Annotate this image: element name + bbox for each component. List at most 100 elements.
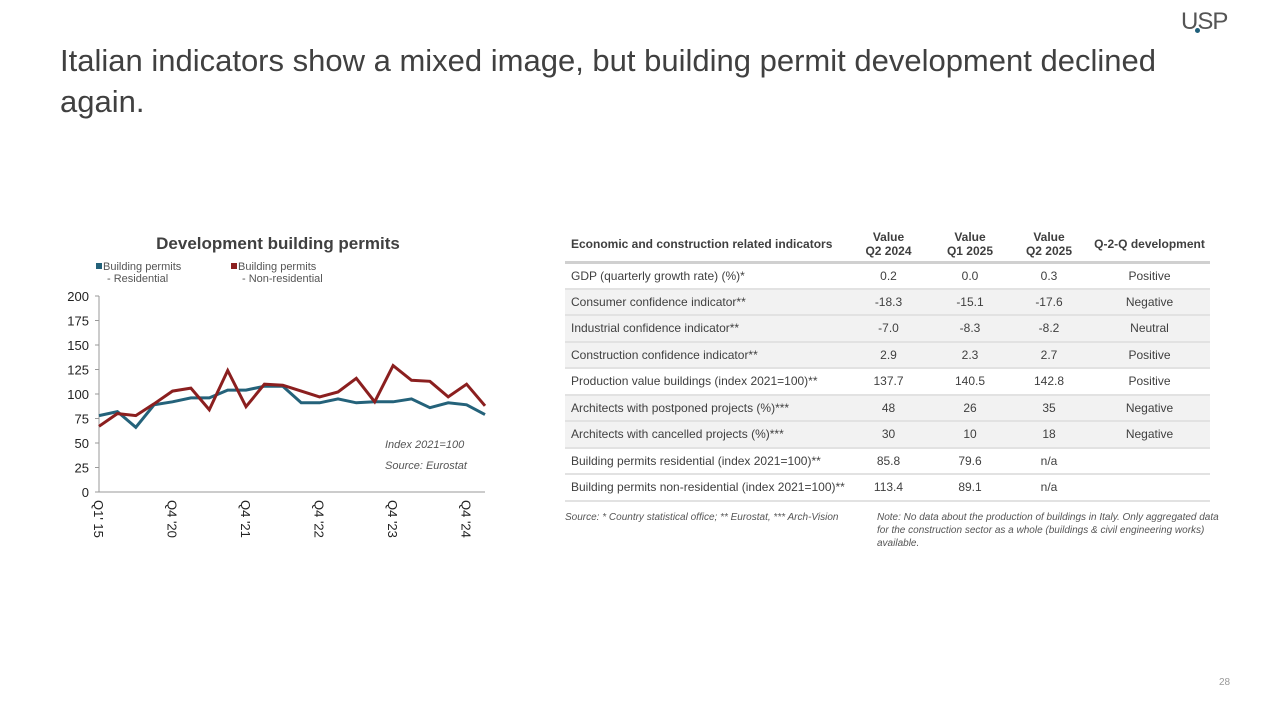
table-cell: Positive bbox=[1089, 341, 1210, 369]
table-cell: 2.9 bbox=[846, 341, 931, 369]
column-header-text: Value bbox=[872, 230, 905, 245]
table-cell bbox=[1089, 447, 1210, 475]
table-row: Industrial confidence indicator** -7.0 -8.… bbox=[565, 315, 1210, 343]
x-tick-label: Q4 '22 bbox=[312, 500, 327, 538]
table-cell: 0.3 bbox=[1009, 262, 1089, 290]
table-cell: -17.6 bbox=[1009, 288, 1089, 316]
x-tick-label: Q4 '21 bbox=[238, 500, 253, 538]
logo-dot bbox=[1195, 28, 1200, 33]
x-tick-label: Q1' 15 bbox=[91, 500, 106, 538]
table-cell: Construction confidence indicator** bbox=[565, 341, 846, 369]
legend-label-line1: Building permits bbox=[238, 261, 317, 273]
column-header: Value Q1 2025 bbox=[931, 228, 1009, 264]
table-cell: 142.8 bbox=[1009, 368, 1089, 396]
table-cell: Building permits residential (index 2021… bbox=[565, 447, 846, 475]
y-tick-label: 100 bbox=[67, 387, 89, 402]
table-cell: 0.0 bbox=[931, 262, 1009, 290]
table-cell: -8.2 bbox=[1009, 315, 1089, 343]
table-cell: 26 bbox=[931, 394, 1009, 422]
y-tick-label: 75 bbox=[75, 412, 89, 427]
table-cell: Production value buildings (index 2021=1… bbox=[565, 368, 846, 396]
y-tick-label: 125 bbox=[67, 363, 89, 378]
column-header-text: Q-2-Q development bbox=[1094, 237, 1205, 252]
table-cell: Consumer confidence indicator** bbox=[565, 288, 846, 316]
column-header-text: Q1 2025 bbox=[946, 244, 994, 259]
table-cell: -8.3 bbox=[931, 315, 1009, 343]
table-cell: 137.7 bbox=[846, 368, 931, 396]
table-cell: 140.5 bbox=[931, 368, 1009, 396]
table-row: Architects with cancelled projects (%)**… bbox=[565, 421, 1210, 449]
table-cell: 18 bbox=[1009, 421, 1089, 449]
source-annotation: Source: Eurostat bbox=[385, 460, 468, 472]
logo-text: USP bbox=[1181, 8, 1228, 35]
page-title: Italian indicators show a mixed image, b… bbox=[60, 43, 1156, 119]
table-cell: GDP (quarterly growth rate) (%)* bbox=[565, 262, 846, 290]
table-cell: n/a bbox=[1009, 447, 1089, 475]
table-cell: 35 bbox=[1009, 394, 1089, 422]
table-cell: 2.3 bbox=[931, 341, 1009, 369]
indicators-table: Economic and construction related indica… bbox=[565, 228, 1210, 502]
table-source: Source: * Country statistical office; **… bbox=[565, 512, 839, 523]
table-cell: 10 bbox=[931, 421, 1009, 449]
table-cell: Architects with postponed projects (%)**… bbox=[565, 394, 846, 422]
x-tick-label: Q4 '20 bbox=[165, 500, 180, 538]
table-cell: 85.8 bbox=[846, 447, 931, 475]
index-annotation: Index 2021=100 bbox=[385, 439, 465, 451]
table-row: Building permits non-residential (index … bbox=[565, 474, 1210, 502]
legend-label-line2: - Residential bbox=[107, 273, 168, 285]
table-cell: 89.1 bbox=[931, 474, 1009, 502]
y-tick-label: 50 bbox=[75, 436, 89, 451]
table-cell: Positive bbox=[1089, 368, 1210, 396]
legend-swatch bbox=[96, 263, 102, 269]
legend-label-line1: Building permits bbox=[103, 261, 182, 273]
table-cell: 48 bbox=[846, 394, 931, 422]
table-cell: 79.6 bbox=[931, 447, 1009, 475]
table-cell: Neutral bbox=[1089, 315, 1210, 343]
column-header-text: Q2 2025 bbox=[1025, 244, 1073, 259]
y-tick-label: 200 bbox=[67, 289, 89, 304]
table-cell: Building permits non-residential (index … bbox=[565, 474, 846, 502]
column-header: Value Q2 2024 bbox=[846, 228, 931, 264]
table-cell: -15.1 bbox=[931, 288, 1009, 316]
table-cell: 113.4 bbox=[846, 474, 931, 502]
column-header-text: Value bbox=[954, 230, 986, 245]
table-header-row: Economic and construction related indica… bbox=[565, 228, 1210, 264]
series-line-non-residential bbox=[98, 363, 487, 428]
table-cell: Negative bbox=[1089, 421, 1210, 449]
column-header-text: Q2 2024 bbox=[865, 244, 912, 259]
usp-logo: USP bbox=[1181, 8, 1228, 36]
y-tick-label: 150 bbox=[67, 338, 89, 353]
column-header-text: Economic and construction related indica… bbox=[571, 237, 833, 252]
table-note: Note: No data about the production of bu… bbox=[877, 512, 1219, 549]
column-header-text: Value bbox=[1033, 230, 1065, 245]
y-tick-label: 25 bbox=[75, 461, 89, 476]
legend-label-line2: - Non-residential bbox=[242, 273, 323, 285]
table-cell bbox=[1089, 474, 1210, 502]
table-cell: Negative bbox=[1089, 288, 1210, 316]
table-cell: Negative bbox=[1089, 394, 1210, 422]
table-cell: Architects with cancelled projects (%)**… bbox=[565, 421, 846, 449]
column-header: Economic and construction related indica… bbox=[565, 228, 846, 264]
y-tick-label: 175 bbox=[67, 314, 89, 329]
column-header: Value Q2 2025 bbox=[1009, 228, 1089, 264]
table-cell: 0.2 bbox=[846, 262, 931, 290]
page-number: 28 bbox=[1219, 677, 1231, 688]
table-cell: n/a bbox=[1009, 474, 1089, 502]
table-row: Construction confidence indicator** 2.9 2.… bbox=[565, 341, 1210, 369]
series-line-residential bbox=[98, 384, 486, 430]
table-row: Production value buildings (index 2021=1… bbox=[565, 368, 1210, 396]
legend-swatch bbox=[231, 263, 237, 269]
table-cell: -7.0 bbox=[846, 315, 931, 343]
table-row: Consumer confidence indicator** -18.3 -15.… bbox=[565, 288, 1210, 316]
table-cell: -18.3 bbox=[846, 288, 931, 316]
table-row: Architects with postponed projects (%)**… bbox=[565, 394, 1210, 422]
chart-title: Development building permits bbox=[156, 234, 400, 253]
table-row: Building permits residential (index 2021… bbox=[565, 447, 1210, 475]
table-cell: 2.7 bbox=[1009, 341, 1089, 369]
x-tick-label: Q4 '23 bbox=[385, 500, 400, 538]
table-row: GDP (quarterly growth rate) (%)* 0.2 0.0 0.… bbox=[565, 262, 1210, 290]
y-tick-label: 0 bbox=[82, 485, 89, 500]
table-cell: 30 bbox=[846, 421, 931, 449]
table-cell: Industrial confidence indicator** bbox=[565, 315, 846, 343]
x-tick-label: Q4 '24 bbox=[459, 500, 474, 538]
